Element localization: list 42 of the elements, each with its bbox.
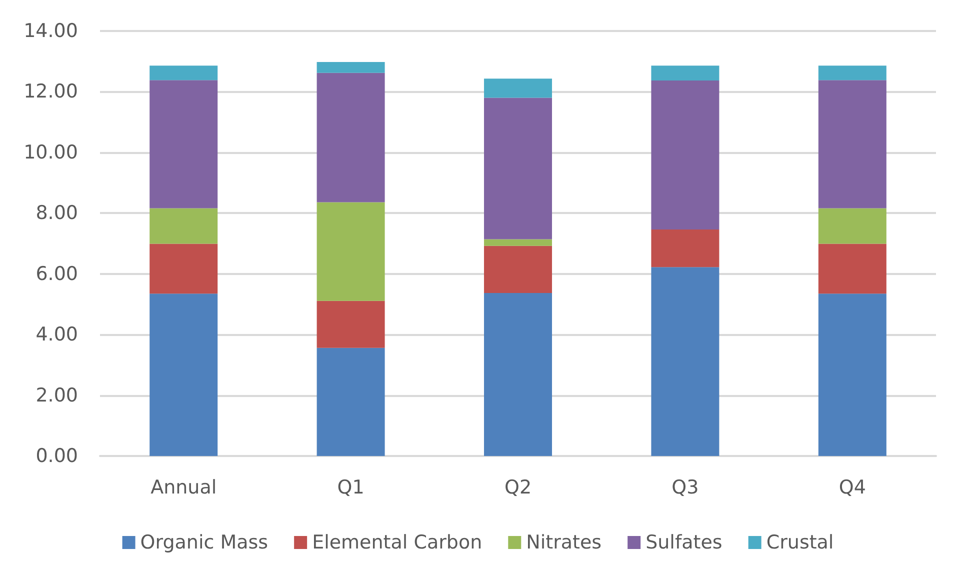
bar [651, 80, 720, 230]
legend-label: Elemental Carbon [312, 532, 482, 554]
x-tick-label: Q2 [504, 476, 532, 498]
x-tick-label: Annual [150, 476, 217, 498]
bar [818, 294, 886, 456]
y-tick-label: 0.00 [36, 445, 78, 467]
bar [150, 294, 218, 456]
bar [150, 66, 218, 80]
bar [818, 66, 886, 80]
legend-label: Organic Mass [140, 532, 268, 554]
bar [316, 72, 385, 202]
bar [150, 208, 218, 244]
bar [651, 66, 720, 80]
bar [316, 202, 385, 301]
bar [484, 98, 552, 240]
bar [316, 300, 385, 348]
y-tick-label: 4.00 [36, 324, 78, 346]
y-tick-label: 10.00 [24, 141, 78, 164]
bar [484, 239, 552, 246]
y-tick-label: 6.00 [36, 262, 78, 285]
bar [484, 246, 552, 293]
bar [818, 208, 886, 244]
bar [150, 244, 218, 294]
y-tick-label: 2.00 [36, 384, 78, 406]
bar [818, 80, 886, 208]
x-tick-label: Q3 [672, 476, 699, 498]
legend-label: Nitrates [526, 532, 602, 554]
bar [484, 78, 552, 98]
y-tick-label: 8.00 [36, 202, 78, 224]
bar [484, 292, 552, 456]
x-tick-label: Q1 [337, 476, 364, 498]
bar [316, 348, 385, 456]
legend-label: Sulfates [646, 532, 722, 554]
legend-label: Crustal [766, 532, 834, 554]
bar [651, 230, 720, 268]
bar [818, 244, 886, 294]
y-tick-label: 14.00 [24, 20, 78, 42]
y-tick-label: 12.00 [24, 80, 78, 103]
bar [651, 267, 720, 456]
x-tick-label: Q4 [838, 476, 866, 498]
bar [150, 80, 218, 208]
bar [316, 62, 385, 73]
